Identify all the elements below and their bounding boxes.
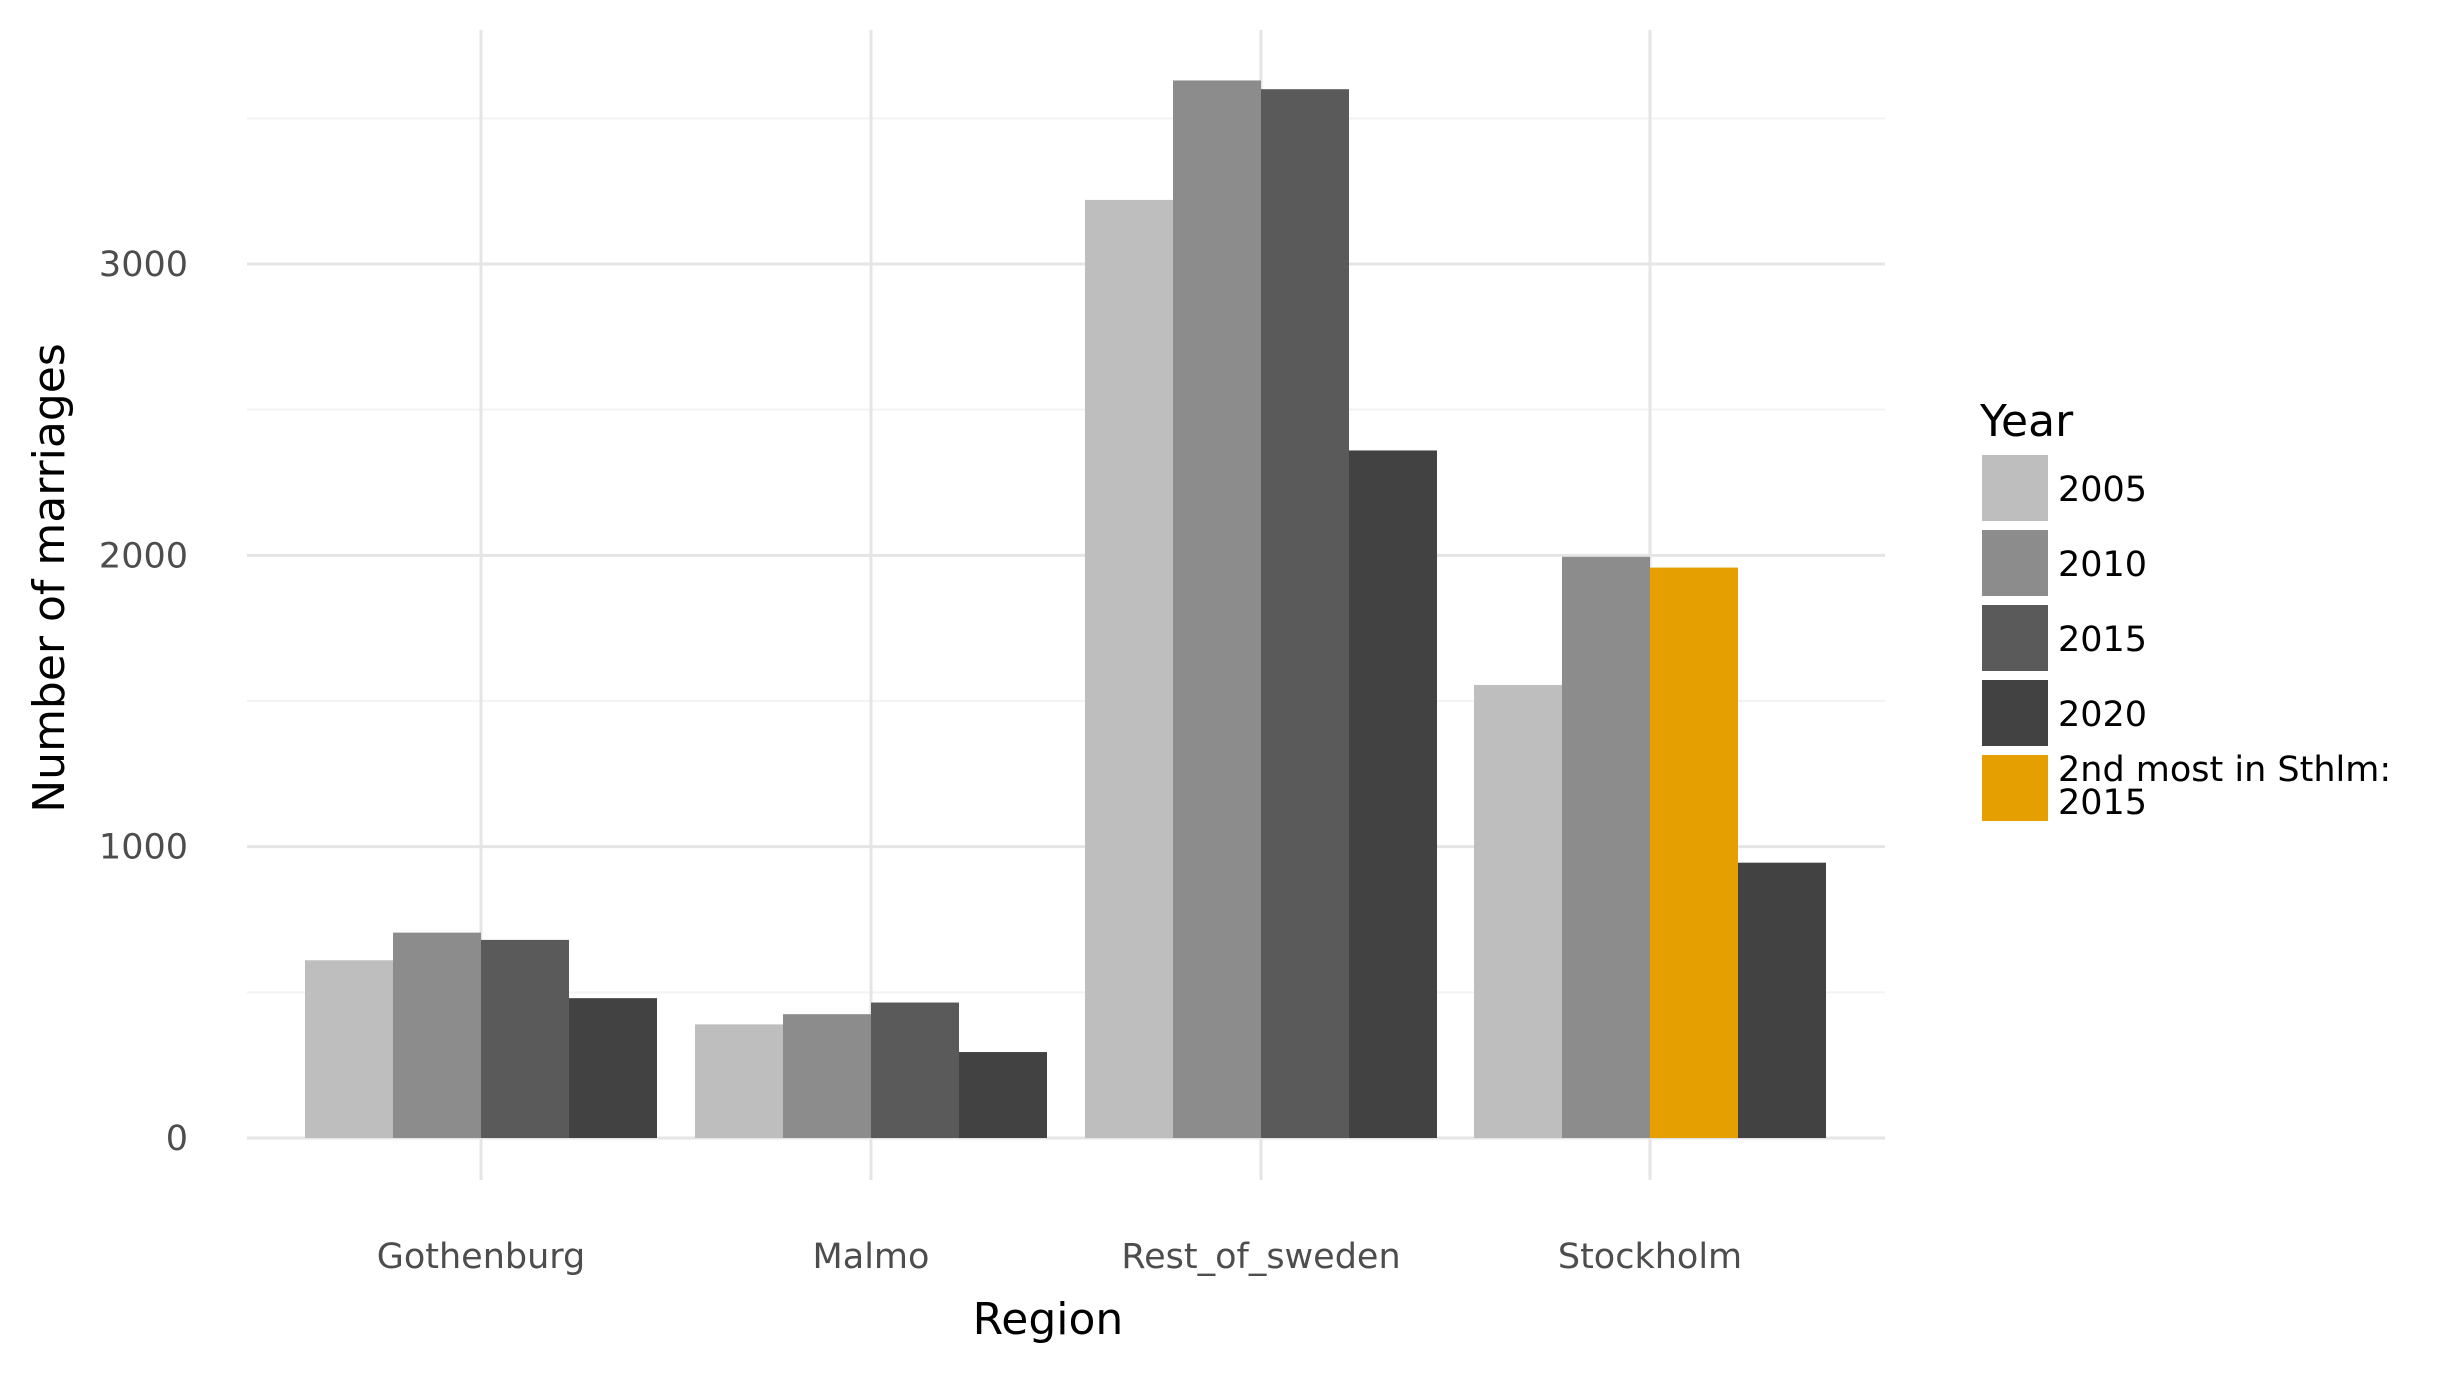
bar-gothenburg-2010 — [393, 932, 481, 1138]
x-tick-label: Rest_of_sweden — [1121, 1237, 1400, 1277]
bar-malmo-2015 — [871, 1002, 959, 1138]
bar-stockholm-2005 — [1474, 684, 1562, 1138]
legend-key — [1982, 755, 2048, 821]
x-tick-label: Gothenburg — [377, 1237, 586, 1277]
y-tick-label: 2000 — [99, 536, 188, 576]
bar-malmo-2005 — [695, 1024, 783, 1138]
x-axis-title: Region — [973, 1294, 1124, 1345]
bar-stockholm-2015-highlight — [1650, 567, 1738, 1138]
bar-rest_of_sweden-2015 — [1261, 89, 1349, 1139]
bar-stockholm-2020 — [1738, 862, 1826, 1138]
bar-gothenburg-2015 — [481, 939, 569, 1138]
x-tick-label: Malmo — [813, 1237, 930, 1277]
bar-rest_of_sweden-2005 — [1085, 199, 1173, 1138]
bar-rest_of_sweden-2020 — [1349, 450, 1437, 1138]
legend-label: 2005 — [2058, 470, 2147, 510]
legend: Year 2005 2010 2015 2020 2nd most in Sthlm: 2… — [1979, 396, 2391, 823]
bar-rest_of_sweden-2010 — [1173, 80, 1261, 1139]
bars — [305, 80, 1826, 1139]
legend-label: 2015 — [2058, 620, 2147, 660]
y-axis-tick-labels: 0 1000 2000 3000 — [99, 245, 188, 1159]
legend-key — [1982, 530, 2048, 596]
legend-title: Year — [1979, 396, 2074, 447]
y-tick-label: 0 — [166, 1119, 188, 1159]
bar-malmo-2010 — [783, 1014, 871, 1138]
x-tick-label: Stockholm — [1558, 1237, 1742, 1277]
bar-stockholm-2010 — [1562, 556, 1650, 1138]
bar-gothenburg-2005 — [305, 960, 393, 1138]
legend-key — [1982, 455, 2048, 521]
legend-label: 2010 — [2058, 545, 2147, 585]
x-axis-tick-labels: Gothenburg Malmo Rest_of_sweden Stockholm — [377, 1237, 1742, 1277]
legend-label: 2020 — [2058, 695, 2147, 735]
y-tick-label: 1000 — [99, 828, 188, 868]
legend-key — [1982, 605, 2048, 671]
legend-key — [1982, 680, 2048, 746]
bar-gothenburg-2020 — [569, 998, 657, 1138]
bar-malmo-2020 — [959, 1052, 1047, 1138]
legend-label: 2nd most in Sthlm: 2015 — [2058, 750, 2391, 823]
y-tick-label: 3000 — [99, 245, 188, 285]
y-axis-title: Number of marriages — [24, 343, 75, 812]
